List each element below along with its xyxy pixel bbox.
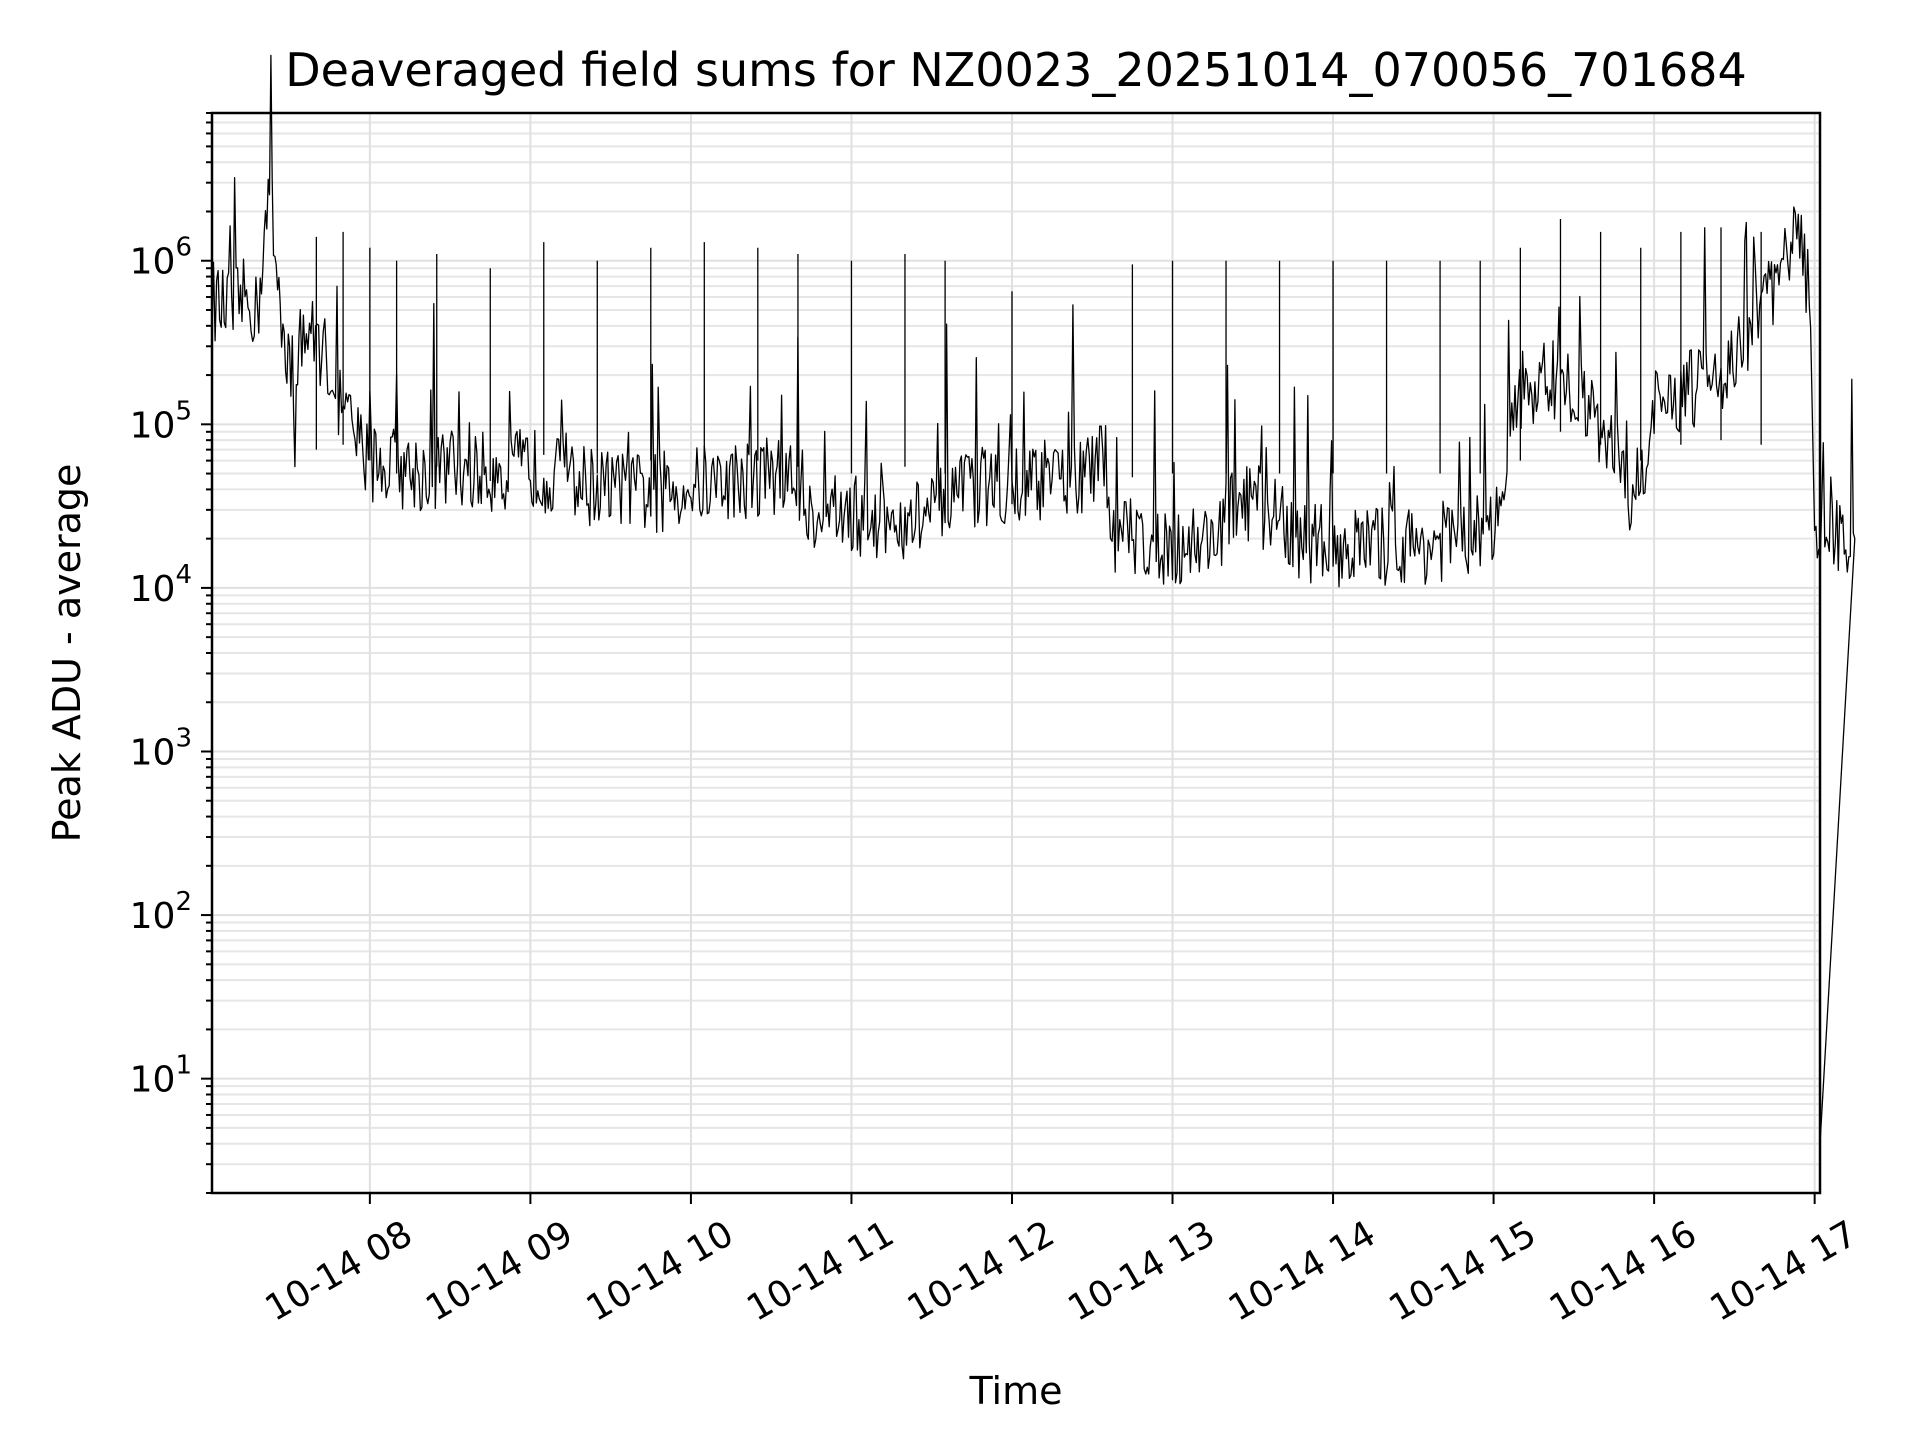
grid (212, 112, 1820, 1194)
series-layer (211, 54, 1856, 1144)
x-tick-label: 10-14 10 (580, 1213, 741, 1329)
x-tick-label: 10-14 09 (419, 1213, 580, 1329)
y-tick-label: 104 (130, 560, 192, 610)
x-axis-label: Time (969, 1369, 1063, 1413)
chart-title: Deaveraged field sums for NZ0023_2025101… (285, 43, 1746, 97)
y-tick-label: 105 (130, 396, 192, 446)
x-tick-label: 10-14 16 (1543, 1213, 1704, 1329)
x-tick-label: 10-14 14 (1222, 1213, 1383, 1329)
x-tick-label: 10-14 12 (901, 1213, 1062, 1329)
x-tick-label: 10-14 11 (740, 1213, 901, 1329)
y-tick-label: 101 (130, 1051, 192, 1101)
x-tick-label: 10-14 17 (1703, 1213, 1864, 1329)
series-line (211, 54, 1856, 1144)
y-tick-label: 102 (130, 887, 192, 937)
x-tick-label: 10-14 13 (1061, 1213, 1222, 1329)
y-tick-label: 103 (130, 723, 192, 773)
x-tick-label: 10-14 08 (259, 1213, 420, 1329)
x-tick-label: 10-14 15 (1382, 1213, 1543, 1329)
y-axis-label: Peak ADU - average (45, 464, 89, 843)
y-tick-label: 106 (130, 233, 192, 283)
